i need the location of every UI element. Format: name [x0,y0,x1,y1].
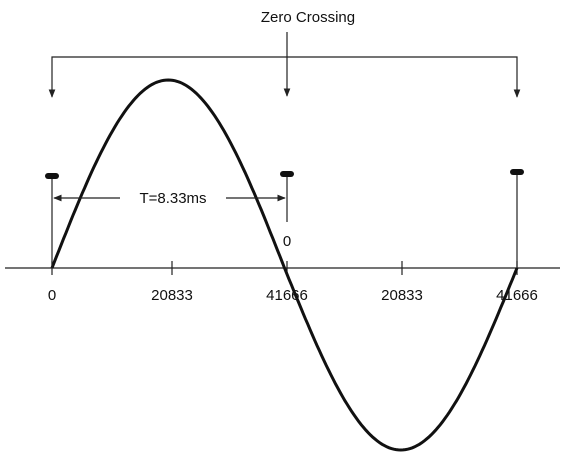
sine-wave [50,78,519,452]
title: Zero Crossing [261,9,355,26]
bracket [51,56,518,96]
axis-label: 20833 [381,287,423,304]
label-bg [120,188,226,208]
period-label: T=8.33ms [139,190,206,207]
axis-label: 20833 [151,287,193,304]
axis-label: 41666 [266,287,308,304]
axis-label: 0 [48,287,56,304]
marker-label: 0 [283,233,291,250]
